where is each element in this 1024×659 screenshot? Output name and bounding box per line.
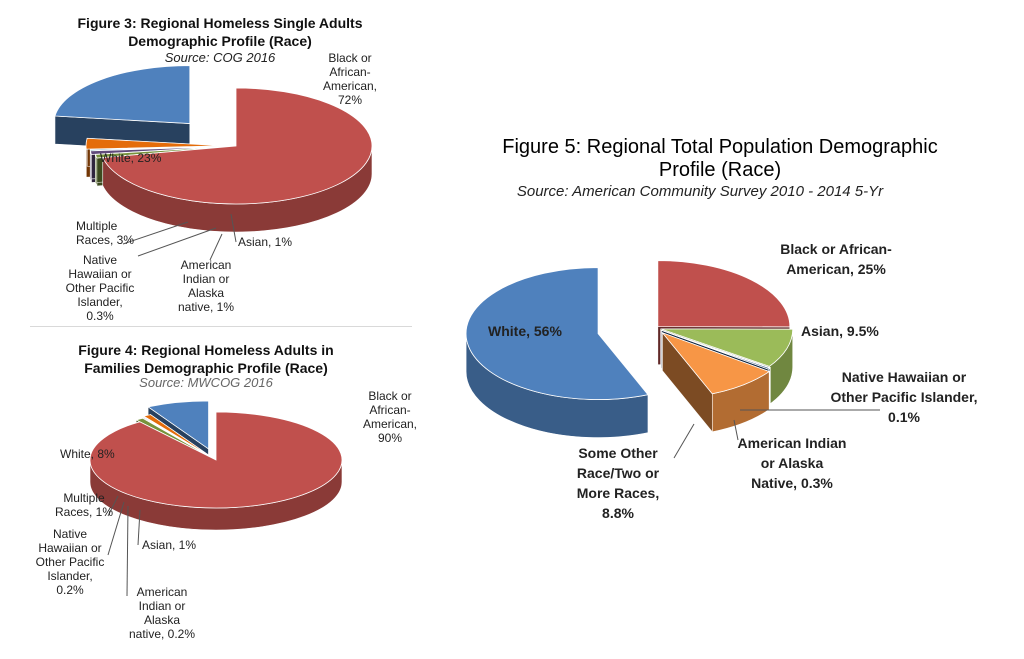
data-label-black-or-african-american: Black or African-American, 72% — [323, 51, 377, 107]
pie-chart-3: Black or African-American, 72% White, 23% Mu… — [54, 51, 377, 323]
leader-line-multiple-races — [107, 495, 119, 517]
slice-white — [54, 65, 191, 152]
leader-line-native-hawaiian-or-other-pacific-islander — [107, 501, 125, 556]
data-label-native-hawaiian-or-other-pacific-islander: Native Hawaiian or Other Pacific Islander, 0… — [66, 253, 135, 323]
fig5-source: Source: American Community Survey 2010 -… — [516, 183, 884, 200]
leader-line-native-hawaiian-or-other-pacific-islander — [137, 227, 217, 257]
slice-top-black-or-african-american — [89, 411, 343, 509]
data-label-asian: Asian, 1% — [142, 538, 196, 552]
divider — [30, 326, 412, 327]
slice-top-asian — [660, 328, 794, 367]
fig3-title: Figure 3: Regional Homeless Single Adult… — [77, 15, 363, 49]
slice-top-black-or-african-american — [657, 260, 791, 328]
slice-top-asian — [135, 417, 213, 459]
pie-chart-5: Black or African-American, 25% White, 56%… — [465, 241, 978, 521]
data-label-asian: Asian, 9.5% — [801, 323, 879, 339]
data-label-native-hawaiian-or-other-pacific-islander: Native Hawaiian or Other Pacific Islander… — [830, 369, 977, 425]
slice-black-or-african-american — [102, 87, 373, 233]
slice-top-black-or-african-american — [102, 87, 373, 205]
fig4-title: Figure 4: Regional Homeless Adults in Fa… — [78, 342, 334, 376]
leader-line-american-indian-or-alaska-native — [126, 505, 129, 597]
data-label-black-or-african-american: Black or African-American, 25% — [780, 241, 892, 277]
slice-top-multiple-races — [142, 414, 212, 458]
pie-chart-4: Black or African-American, 90% White, 8% Mul… — [36, 389, 417, 641]
slice-top-american-indian-or-alaska-native — [661, 329, 771, 370]
data-label-american-indian-or-alaska-native: American Indian or Alaska native, 1% — [178, 258, 234, 314]
data-label-american-indian-or-alaska-native: American Indian or Alaska native, 0.2% — [129, 585, 195, 641]
slice-top-multiple-races — [85, 137, 223, 150]
data-label-american-indian-or-alaska-native: American Indian or Alaska Native, 0.3% — [738, 435, 847, 491]
slice-top-white — [54, 65, 191, 124]
leader-line-asian — [137, 509, 141, 546]
data-label-asian: Asian, 1% — [238, 235, 292, 249]
fig4-source: Source: MWCOG 2016 — [139, 375, 273, 390]
leader-line-asian — [230, 213, 237, 243]
data-label-multiple-races: Multiple Races, 3% — [76, 219, 134, 247]
leader-line-some-other-race-two-or-more-races — [673, 423, 695, 459]
slice-white — [465, 267, 649, 438]
data-label-white: White, 56% — [488, 323, 562, 339]
data-label-some-other-race-two-or-more-races: Some Other Race/Two or More Races, 8.8% — [577, 445, 660, 521]
slice-top-some-other-race-two-or-more-races — [661, 331, 771, 395]
leader-line-multiple-races — [122, 221, 189, 245]
slice-top-white — [147, 400, 209, 450]
data-label-white: White, 8% — [60, 447, 115, 461]
data-label-multiple-races: Multiple Races, 1% — [55, 491, 113, 519]
fig3-source: Source: COG 2016 — [164, 50, 276, 65]
fig5-title: Figure 5: Regional Total Population Demo… — [502, 136, 938, 181]
data-label-black-or-african-american: Black or African-American, 90% — [363, 389, 417, 445]
data-label-native-hawaiian-or-other-pacific-islander: Native Hawaiian or Other Pacific Islander, 0… — [36, 527, 105, 597]
leader-line-american-indian-or-alaska-native — [209, 233, 223, 261]
slice-top-white — [465, 267, 649, 400]
leader-line-american-indian-or-alaska-native — [733, 419, 739, 441]
slice-black-or-african-american — [89, 411, 343, 531]
data-label-white: White, 23% — [100, 151, 162, 165]
slice-some-other-race-two-or-more-races — [661, 331, 771, 433]
